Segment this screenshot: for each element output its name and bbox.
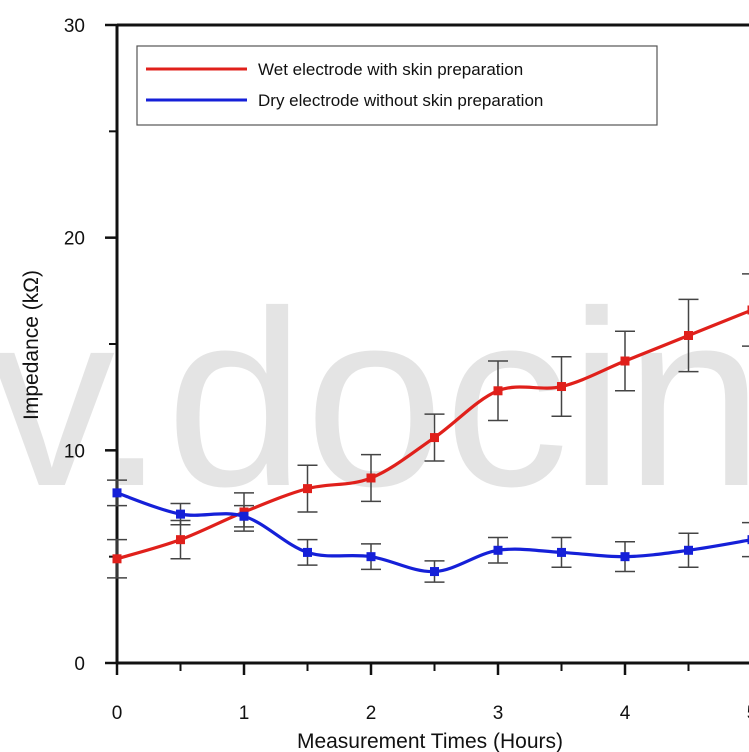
x-axis-title: Measurement Times (Hours) (297, 730, 563, 752)
data-point-dry (430, 567, 439, 577)
series-markers (112, 305, 749, 577)
axis-ticks: 0 1 2 3 4 5 0 10 20 30 (64, 16, 749, 724)
data-point-wet (493, 386, 503, 396)
y-tick-label: 10 (64, 441, 85, 462)
data-point-dry (176, 509, 185, 519)
y-tick-label: 20 (64, 229, 85, 250)
y-axis-title: Impedance (kΩ) (20, 270, 43, 420)
legend: Wet electrode with skin preparation Dry … (136, 45, 658, 126)
x-tick-label: 2 (366, 703, 377, 724)
y-tick-label: 0 (74, 654, 85, 675)
data-point-wet (366, 473, 376, 483)
data-point-dry (557, 547, 566, 557)
legend-box (136, 45, 658, 126)
data-point-dry (493, 545, 503, 555)
x-tick-label: 0 (112, 703, 123, 724)
data-point-wet (620, 356, 630, 366)
data-point-dry (112, 488, 122, 498)
data-point-dry (747, 535, 749, 545)
x-tick-label: 5 (747, 703, 749, 724)
data-point-wet (430, 433, 439, 443)
data-point-wet (684, 330, 693, 340)
data-point-dry (239, 511, 249, 521)
legend-label-wet: Wet electrode with skin preparation (258, 60, 523, 79)
legend-label-dry: Dry electrode without skin preparation (258, 91, 543, 110)
data-point-dry (303, 547, 312, 557)
x-tick-label: 1 (239, 703, 250, 724)
data-point-wet (112, 554, 122, 564)
data-point-wet (176, 535, 185, 545)
data-point-dry (366, 552, 376, 562)
x-tick-label: 4 (620, 703, 631, 724)
data-point-wet (303, 484, 312, 494)
error-bars (107, 273, 749, 583)
x-tick-label: 3 (493, 703, 504, 724)
data-point-wet (557, 382, 566, 392)
data-point-dry (620, 552, 630, 562)
y-tick-label: 30 (64, 16, 85, 37)
watermark: v.docin. (0, 259, 749, 538)
data-point-wet (747, 305, 749, 315)
data-point-dry (684, 545, 693, 555)
